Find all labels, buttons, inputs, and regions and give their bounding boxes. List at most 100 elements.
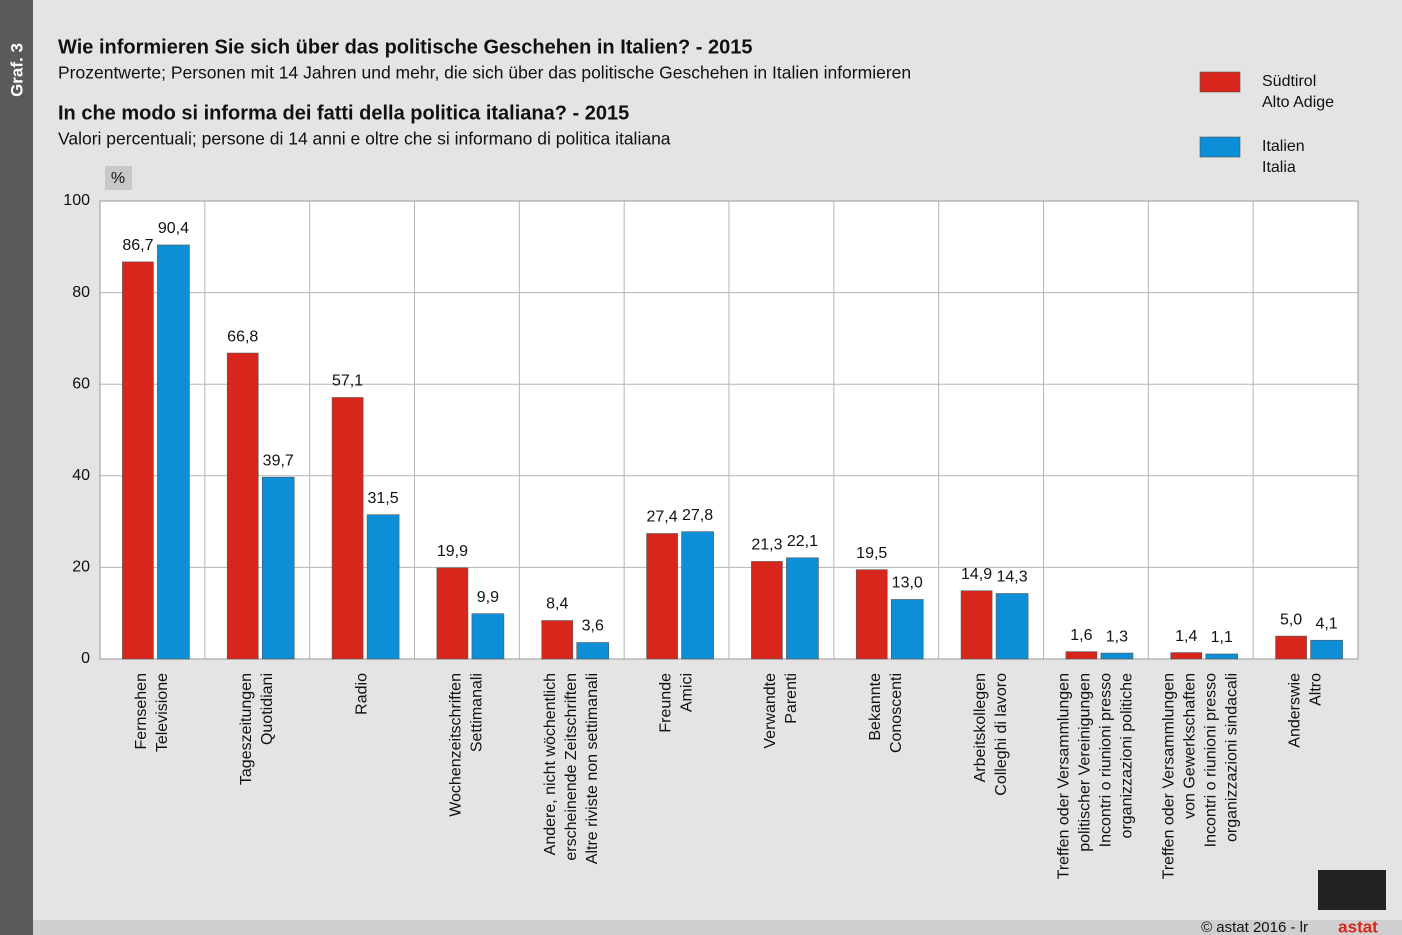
value-label: 19,5 — [856, 545, 887, 562]
side-label: Graf. 3 — [7, 43, 26, 97]
bar — [786, 557, 819, 660]
bar — [576, 642, 610, 660]
value-label: 1,3 — [1106, 628, 1128, 645]
value-label: 9,9 — [477, 589, 499, 606]
value-label: 21,3 — [751, 537, 782, 554]
bar — [122, 261, 154, 660]
x-tick-label: erscheinende Zeitschriften — [563, 673, 580, 861]
bar — [1205, 653, 1239, 660]
legend-swatch — [1199, 136, 1241, 158]
bar — [226, 352, 259, 660]
value-label: 13,0 — [892, 575, 923, 592]
x-tick-label: organizzazioni sindacali — [1223, 673, 1240, 842]
x-tick-label: Incontri o riunioni presso — [1202, 673, 1219, 847]
value-label: 90,4 — [158, 220, 189, 237]
bar — [261, 476, 295, 660]
bar — [366, 514, 400, 660]
bar — [1170, 652, 1203, 660]
legend-label: Alto Adige — [1262, 94, 1334, 111]
x-tick-label: Televisione — [154, 673, 171, 752]
y-tick-label: 40 — [72, 467, 90, 484]
x-tick-label: Parenti — [783, 673, 800, 724]
value-label: 8,4 — [546, 596, 568, 613]
value-label: 1,1 — [1211, 629, 1233, 646]
value-label: 1,4 — [1175, 628, 1197, 645]
x-tick-label: Altro — [1307, 673, 1324, 706]
bar — [1100, 652, 1134, 660]
value-label: 66,8 — [227, 328, 258, 345]
x-tick-label: von Gewerkschaften — [1181, 673, 1198, 819]
bar — [751, 561, 783, 660]
value-label: 27,8 — [682, 507, 713, 524]
x-tick-label: Incontri o riunioni presso — [1098, 673, 1115, 847]
x-tick-label: Settimanali — [469, 673, 486, 752]
y-tick-label: 100 — [63, 192, 90, 209]
y-axis-label: % — [111, 170, 125, 187]
x-tick-label: Anderswie — [1286, 673, 1303, 748]
y-tick-label: 20 — [72, 559, 90, 576]
legend-label: Italia — [1262, 159, 1296, 176]
x-tick-label: Amici — [678, 673, 695, 712]
x-tick-label: organizzazioni politiche — [1119, 673, 1136, 839]
bar — [1275, 635, 1307, 660]
bar — [1310, 639, 1343, 660]
value-label: 14,3 — [997, 569, 1028, 586]
bar — [471, 613, 505, 660]
value-label: 57,1 — [332, 373, 363, 390]
side-strip — [0, 0, 33, 935]
y-tick-label: 80 — [72, 284, 90, 301]
x-tick-label: Andere, nicht wöchentlich — [542, 673, 559, 855]
x-tick-label: Treffen oder Versammlungen — [1056, 673, 1073, 879]
bar — [890, 599, 924, 660]
x-tick-label: Altre riviste non settimanali — [584, 673, 601, 864]
value-label: 31,5 — [368, 490, 399, 507]
x-tick-label: Radio — [353, 673, 370, 715]
value-label: 4,1 — [1315, 615, 1337, 632]
bar — [995, 593, 1029, 660]
value-label: 3,6 — [582, 618, 604, 635]
chart-title: In che modo si informa dei fatti della p… — [58, 102, 629, 124]
bar — [436, 567, 469, 660]
chart-title: Wie informieren Sie sich über das politi… — [58, 36, 752, 58]
x-tick-label: Freunde — [657, 673, 674, 733]
unit-box — [105, 166, 132, 190]
x-tick-label: Arbeitskollegen — [972, 673, 989, 782]
x-tick-label: Tageszeitungen — [238, 673, 255, 785]
y-tick-label: 60 — [72, 375, 90, 392]
x-tick-label: politischer Vereinigungen — [1077, 673, 1094, 852]
plot-border — [99, 200, 1359, 660]
x-tick-label: Wochenzeitschriften — [448, 673, 465, 817]
legend-label: Südtirol — [1262, 73, 1316, 90]
value-label: 19,9 — [437, 543, 468, 560]
x-tick-label: Bekannte — [867, 673, 884, 741]
chart-subtitle: Prozentwerte; Personen mit 14 Jahren und… — [58, 63, 911, 83]
logo-mark — [1318, 870, 1386, 910]
bar — [855, 569, 888, 660]
value-label: 22,1 — [787, 533, 818, 550]
value-label: 39,7 — [263, 452, 294, 469]
bar — [960, 590, 993, 660]
x-tick-label: Quotidiani — [259, 673, 276, 745]
value-label: 5,0 — [1280, 611, 1302, 628]
x-tick-label: Verwandte — [762, 673, 779, 749]
x-tick-label: Colleghi di lavoro — [993, 673, 1010, 796]
footer-strip — [33, 920, 1402, 935]
chart-subtitle: Valori percentuali; persone di 14 anni e… — [58, 129, 671, 149]
bar — [331, 397, 364, 660]
x-tick-label: Fernsehen — [133, 673, 150, 750]
value-label: 1,6 — [1070, 627, 1092, 644]
value-label: 27,4 — [647, 509, 678, 526]
bar — [681, 531, 714, 660]
y-tick-label: 0 — [81, 650, 90, 667]
footer: © astat 2016 - lr — [1201, 919, 1308, 935]
legend-swatch — [1199, 71, 1241, 93]
x-tick-label: Treffen oder Versammlungen — [1160, 673, 1177, 879]
legend-label: Italien — [1262, 138, 1305, 155]
value-label: 86,7 — [122, 237, 153, 254]
bar — [157, 244, 190, 660]
bar — [1065, 651, 1098, 660]
logo: astat — [1338, 917, 1378, 935]
bar — [646, 533, 678, 660]
bar — [541, 620, 574, 660]
